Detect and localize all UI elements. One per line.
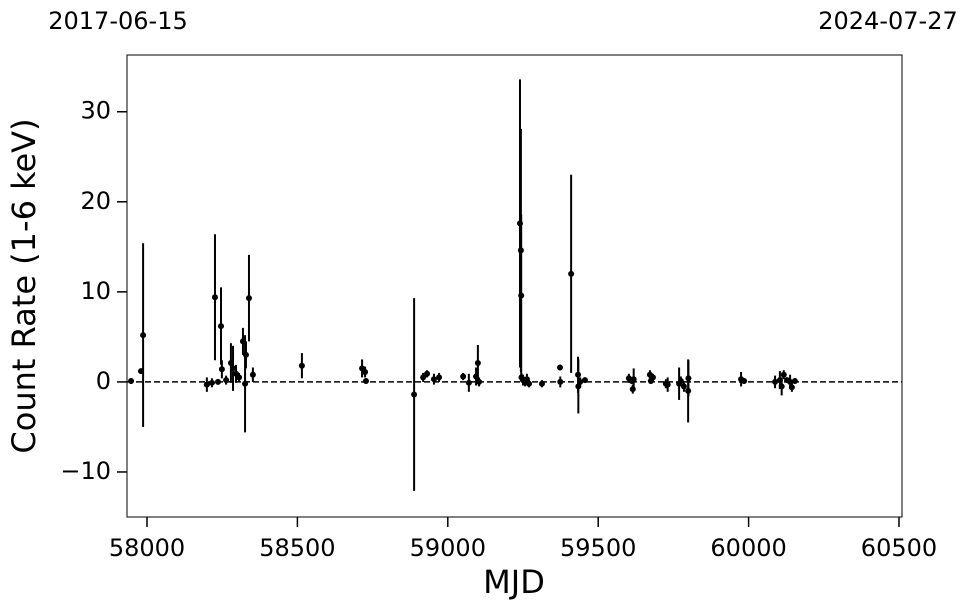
data-point: [362, 369, 369, 376]
data-point: [581, 377, 588, 384]
data-point: [128, 378, 135, 385]
y-tick-label: 0: [96, 367, 111, 395]
data-point: [568, 270, 575, 277]
data-point: [362, 378, 369, 385]
y-axis-label: Count Rate (1-6 keV): [5, 118, 43, 453]
data-point: [223, 377, 230, 384]
y-tick-label: −10: [60, 457, 111, 485]
data-point: [430, 376, 437, 383]
data-point: [685, 375, 692, 382]
top-left-label: 2017-06-15: [48, 7, 187, 35]
data-point: [772, 378, 779, 385]
data-point: [218, 366, 225, 373]
data-point: [557, 378, 564, 385]
data-point: [741, 378, 748, 385]
data-point: [217, 323, 224, 330]
data-point: [778, 383, 785, 390]
data-point: [677, 378, 684, 385]
data-point: [780, 371, 787, 378]
data-point: [577, 378, 584, 385]
data-point: [460, 373, 467, 380]
data-point: [788, 384, 795, 391]
x-tick-label: 59000: [410, 534, 486, 562]
data-point: [791, 378, 798, 385]
data-point: [242, 351, 249, 358]
data-point: [245, 295, 252, 302]
data-point: [436, 374, 443, 381]
data-point: [208, 379, 215, 386]
data-point: [230, 365, 237, 372]
data-point: [211, 294, 218, 301]
data-point: [664, 381, 671, 388]
data-point: [476, 378, 483, 385]
x-tick-label: 58000: [109, 534, 185, 562]
data-point: [649, 374, 656, 381]
top-right-label: 2024-07-27: [818, 7, 957, 35]
x-tick-label: 60000: [710, 534, 786, 562]
y-tick-label: 30: [80, 97, 111, 125]
data-point: [630, 376, 637, 383]
data-point: [249, 371, 256, 378]
data-point: [420, 374, 427, 381]
data-point: [203, 381, 210, 388]
data-point: [242, 380, 249, 387]
data-point: [236, 374, 243, 381]
data-point: [474, 360, 481, 366]
x-tick-label: 60500: [861, 534, 937, 562]
data-point: [214, 378, 221, 385]
data-point: [298, 362, 305, 369]
y-tick-label: 10: [80, 277, 111, 305]
data-point: [680, 383, 687, 390]
data-point: [140, 332, 147, 339]
x-tick-label: 59500: [560, 534, 636, 562]
data-point: [424, 370, 431, 377]
data-point: [526, 380, 533, 387]
data-point: [556, 364, 563, 371]
data-point: [411, 391, 418, 398]
data-point: [518, 292, 525, 299]
x-axis-label: MJD: [483, 563, 545, 601]
x-tick-label: 58500: [259, 534, 335, 562]
y-tick-label: 20: [80, 187, 111, 215]
data-point: [465, 379, 472, 386]
data-point: [538, 380, 545, 387]
plot-frame: [126, 54, 903, 518]
